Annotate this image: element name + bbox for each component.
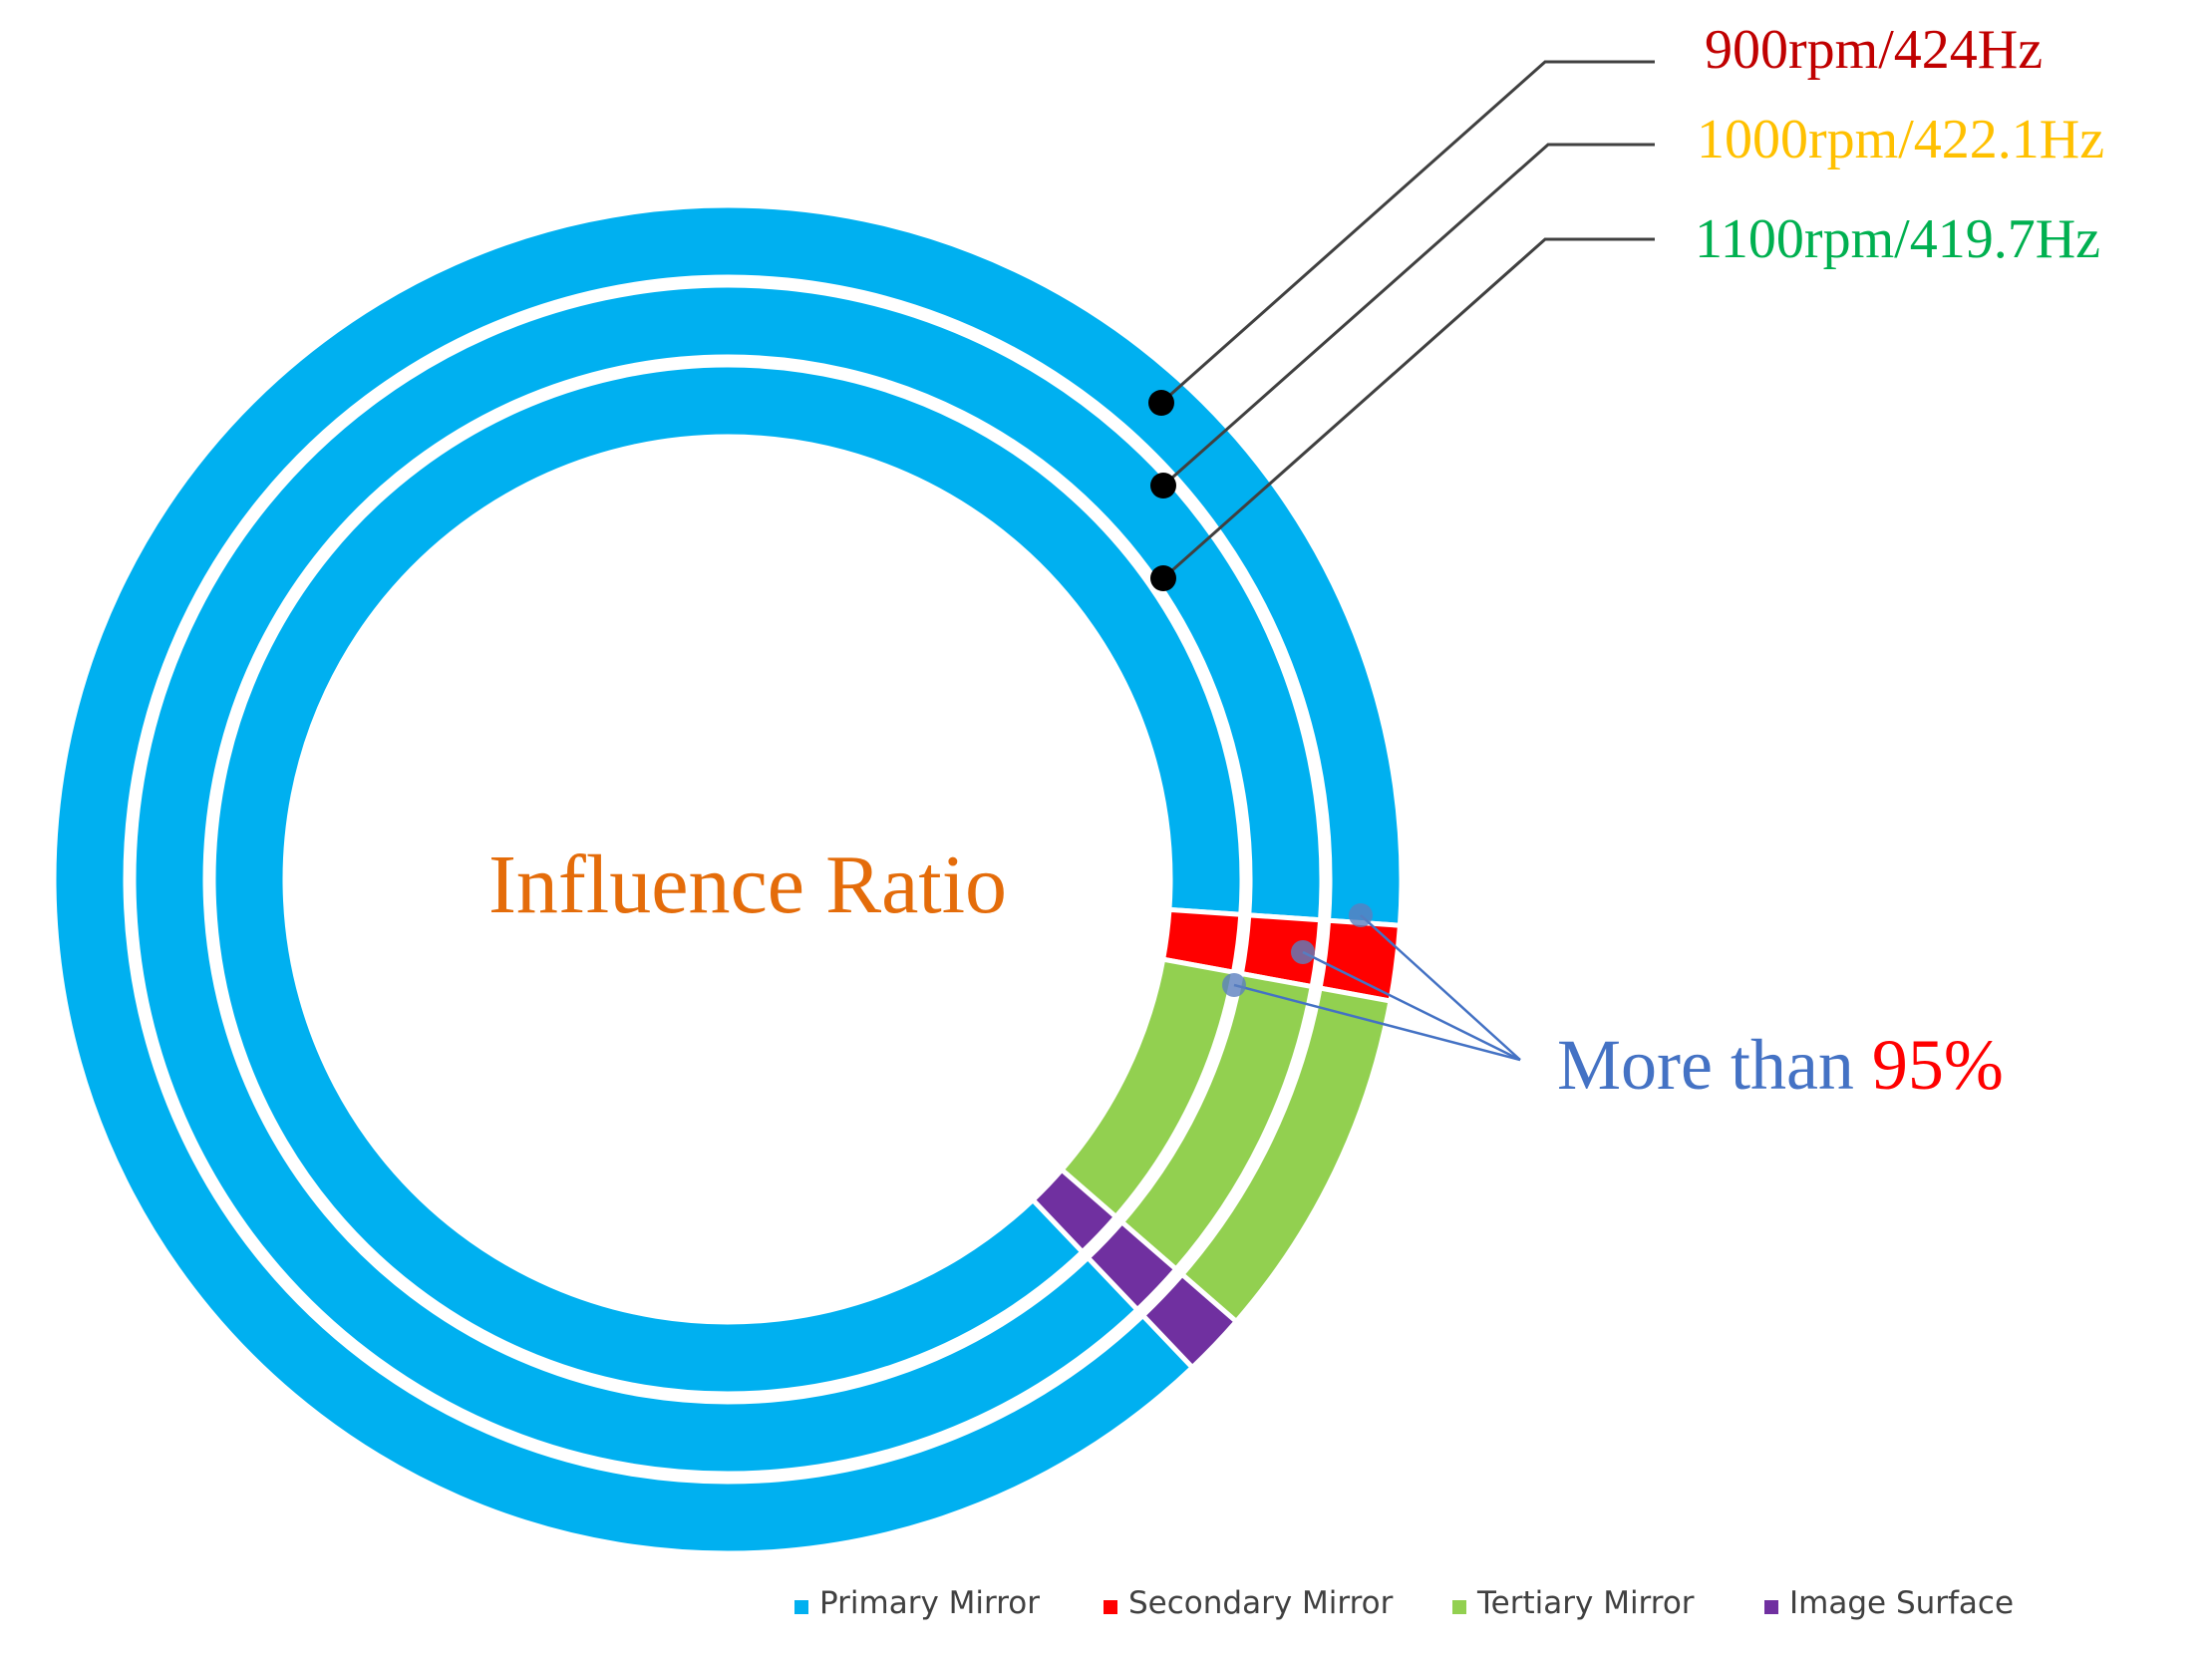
annotation-text: More than 95% xyxy=(1557,1025,2004,1105)
center-label: Influence Ratio xyxy=(488,838,1007,931)
annotation-pointer-line xyxy=(1233,983,1521,1062)
leader-lines xyxy=(1148,60,1655,1062)
leader-line-middle xyxy=(1162,143,1655,488)
slice-inner-primary-mirror xyxy=(210,362,1245,1397)
slice-middle-image-surface xyxy=(1084,1218,1180,1314)
leader-line-outer xyxy=(1160,60,1655,405)
slice-outer-image-surface xyxy=(1138,1270,1240,1372)
annotation-value: 95% xyxy=(1872,1025,2004,1105)
annotation-pointer-dot xyxy=(1349,903,1373,927)
annotation-pointer-dot xyxy=(1222,973,1246,997)
legend-label-image: Image Surface xyxy=(1789,1585,2014,1621)
annotation-prefix: More than xyxy=(1557,1025,1872,1105)
legend-swatch-tertiary xyxy=(1452,1600,1466,1614)
legend-swatch-secondary xyxy=(1104,1600,1117,1614)
leader-dot-outer xyxy=(1148,390,1174,416)
ring-layer xyxy=(51,202,1405,1556)
series-label-1100rpm: 1100rpm/419.7Hz xyxy=(1695,208,2100,270)
legend: Primary Mirror Secondary Mirror Tertiary… xyxy=(794,1585,2014,1621)
annotation-pointer-line xyxy=(1302,950,1521,1062)
legend-label-primary: Primary Mirror xyxy=(819,1585,1040,1621)
legend-swatch-image xyxy=(1764,1600,1778,1614)
annotation-pointer-dot xyxy=(1291,940,1315,964)
annotation-pointer-line xyxy=(1360,914,1521,1061)
legend-label-tertiary: Tertiary Mirror xyxy=(1476,1585,1695,1621)
leader-dot-inner xyxy=(1150,565,1176,591)
slice-middle-primary-mirror xyxy=(131,282,1325,1477)
slice-inner-image-surface xyxy=(1029,1166,1119,1256)
series-label-900rpm: 900rpm/424Hz xyxy=(1705,19,2043,81)
legend-label-secondary: Secondary Mirror xyxy=(1128,1585,1394,1621)
legend-swatch-primary xyxy=(794,1600,808,1614)
leader-line-inner xyxy=(1162,237,1655,580)
slice-outer-primary-mirror xyxy=(51,202,1405,1556)
leader-dot-middle xyxy=(1150,473,1176,499)
series-label-1000rpm: 1000rpm/422.1Hz xyxy=(1697,109,2104,170)
